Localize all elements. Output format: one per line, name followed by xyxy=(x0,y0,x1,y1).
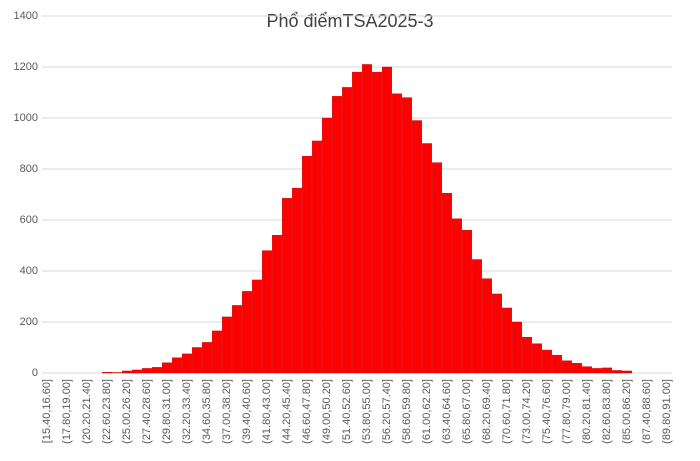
bar xyxy=(592,368,602,374)
bar xyxy=(482,278,492,374)
bar xyxy=(202,342,212,374)
bar xyxy=(102,372,112,374)
bar xyxy=(292,187,302,374)
bar xyxy=(392,93,402,374)
bar xyxy=(412,120,422,374)
bar xyxy=(252,279,262,374)
bar xyxy=(442,193,452,374)
bar xyxy=(322,117,332,374)
x-tick-label: (17.80,19.00] xyxy=(61,379,73,444)
bar xyxy=(112,372,122,374)
x-tick-label: (85.00,86.20] xyxy=(621,379,633,444)
chart-title: Phổ điểmTSA2025-3 xyxy=(266,11,433,31)
x-tick-label: (41.80,43.00] xyxy=(261,379,273,444)
bar xyxy=(562,360,572,374)
y-tick-label: 400 xyxy=(20,265,38,277)
y-tick-label: 1400 xyxy=(14,10,38,22)
bar xyxy=(162,362,172,374)
bar xyxy=(382,66,392,374)
x-tick-label: (20.20,21.40] xyxy=(81,379,93,444)
y-tick-label: 1000 xyxy=(14,112,38,124)
bar xyxy=(542,349,552,374)
bar xyxy=(472,259,482,374)
bar xyxy=(312,140,322,374)
x-tick-label: (61.00,62.20] xyxy=(421,379,433,444)
bar xyxy=(272,235,282,374)
bar xyxy=(522,337,532,374)
bar xyxy=(192,347,202,374)
x-tick-label: (29.80,31.00] xyxy=(161,379,173,444)
bar xyxy=(182,353,192,374)
bar xyxy=(432,162,442,374)
bar xyxy=(372,71,382,374)
x-tick-label: (32.20,33.40] xyxy=(181,379,193,444)
bar xyxy=(352,71,362,374)
bar xyxy=(122,370,132,374)
x-tick-label: (44.20,45.40] xyxy=(281,379,293,444)
bar xyxy=(532,343,542,374)
bar xyxy=(612,370,622,374)
x-tick-label: (75.40,76.60] xyxy=(541,379,553,444)
bar xyxy=(602,367,612,374)
x-tick-label: (49.00,50.20] xyxy=(321,379,333,444)
y-tick-label: 1200 xyxy=(14,61,38,73)
x-tick-label: (70.60,71.80] xyxy=(501,379,513,444)
y-tick-label: 0 xyxy=(32,367,38,379)
bar xyxy=(302,156,312,374)
x-tick-label: (68.20,69.40] xyxy=(481,379,493,444)
bar xyxy=(152,367,162,374)
x-tick-label: (89.80,91.00] xyxy=(661,379,673,444)
x-tick-label: (27.40,28.60] xyxy=(141,379,153,444)
bar xyxy=(452,218,462,374)
x-tick-label: (25.00,26.20] xyxy=(121,379,133,444)
x-tick-label: (56.20,57.40] xyxy=(381,379,393,444)
bar xyxy=(402,97,412,374)
bar xyxy=(572,363,582,374)
x-tick-label: (39.40,40.60] xyxy=(241,379,253,444)
x-tick-label: (77.80,79.00] xyxy=(561,379,573,444)
x-tick-label: (22.60,23.80] xyxy=(101,379,113,444)
x-tick-label: (34.60,35.80] xyxy=(201,379,213,444)
bar xyxy=(622,370,632,374)
bar xyxy=(262,250,272,374)
bar xyxy=(212,330,222,374)
bar xyxy=(342,87,352,374)
bar xyxy=(172,357,182,374)
bar xyxy=(332,96,342,374)
x-tick-label: [15.40,16.60] xyxy=(41,379,53,443)
y-tick-label: 800 xyxy=(20,163,38,175)
x-tick-label: (37.00,38.20] xyxy=(221,379,233,444)
x-tick-label: (65.80,67.00] xyxy=(461,379,473,444)
bar xyxy=(222,316,232,374)
bar xyxy=(132,369,142,374)
x-tick-label: (53.80,55.00] xyxy=(361,379,373,444)
bar xyxy=(582,366,592,374)
bar xyxy=(512,321,522,374)
bar xyxy=(282,198,292,374)
bar xyxy=(232,305,242,374)
x-tick-label: (73.00,74.20] xyxy=(521,379,533,444)
x-tick-label: (58.60,59.80] xyxy=(401,379,413,444)
bar xyxy=(142,368,152,374)
x-tick-label: (63.40,64.60] xyxy=(441,379,453,444)
x-tick-label: (80.20,81.40] xyxy=(581,379,593,444)
bar xyxy=(492,293,502,374)
y-tick-label: 200 xyxy=(20,316,38,328)
x-tick-label: (51.40,52.60] xyxy=(341,379,353,444)
x-tick-label: (87.40,88.60] xyxy=(641,379,653,444)
bar xyxy=(552,354,562,374)
x-tick-label: (82.60,83.80] xyxy=(601,379,613,444)
bar xyxy=(362,64,372,374)
bar xyxy=(242,291,252,374)
x-tick-label: (46.60,47.80] xyxy=(301,379,313,444)
bar xyxy=(502,307,512,374)
y-tick-label: 600 xyxy=(20,214,38,226)
bar xyxy=(422,143,432,374)
bar xyxy=(462,229,472,374)
